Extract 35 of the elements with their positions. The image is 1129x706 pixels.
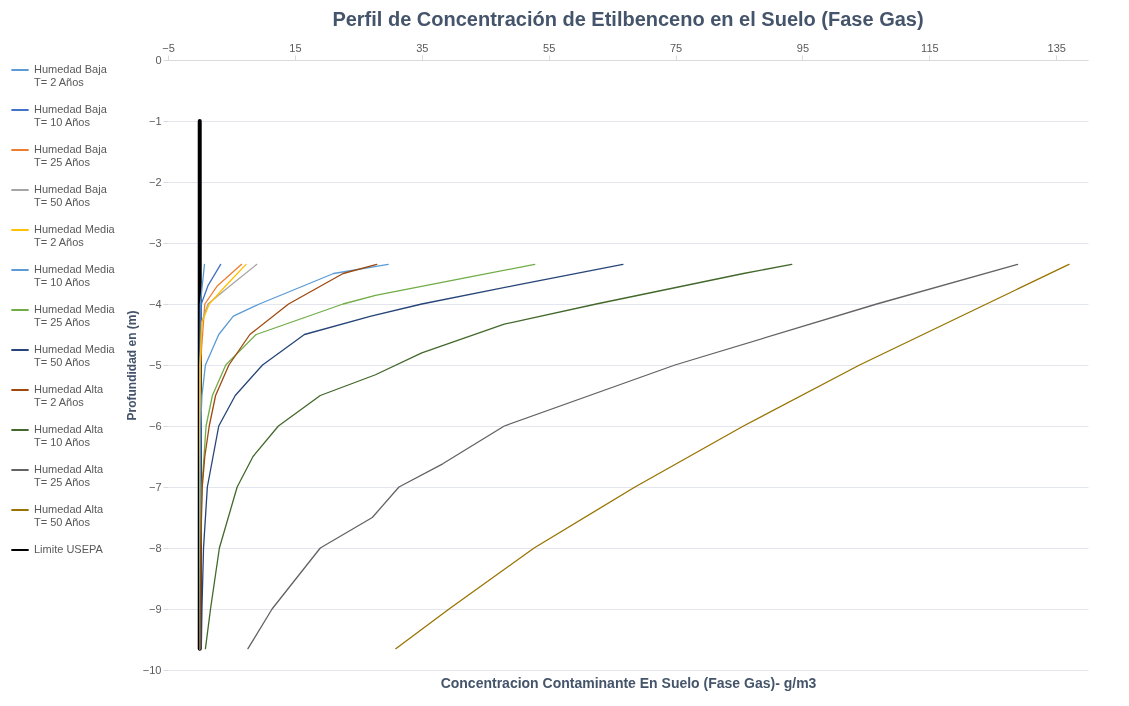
y-axis-title: Profundidad en (m) (124, 310, 139, 421)
x-tick-label: 115 (921, 41, 939, 54)
y-tick-label: −7 (148, 480, 162, 493)
x-tick-label: 135 (1047, 41, 1066, 54)
legend-label: Humedad Baja T= 50 Años (34, 183, 108, 208)
x-tick-label: −5 (162, 41, 175, 54)
x-axis-title: Concentracion Contaminante En Suelo (Fase Gas)- g/m3 (440, 674, 817, 691)
y-tick-label: −4 (148, 297, 162, 310)
x-tick-label: 55 (543, 41, 556, 54)
legend-label: Humedad Baja T= 2 Años (34, 63, 108, 88)
legend-label: Humedad Alta T= 50 Años (34, 503, 104, 528)
y-tick-label: −1 (148, 114, 162, 127)
x-tick-label: 15 (289, 41, 302, 54)
y-tick-label: −9 (148, 602, 162, 615)
legend-label: Humedad Baja T= 25 Años (34, 143, 108, 168)
legend-label: Humedad Alta T= 2 Años (34, 383, 104, 408)
y-tick-label: −3 (148, 236, 162, 249)
legend-label: Humedad Media T= 50 Años (34, 343, 116, 368)
legend-label: Humedad Media T= 2 Años (34, 223, 116, 248)
legend-label: Humedad Alta T= 25 Años (34, 463, 104, 488)
x-tick-label: 35 (416, 41, 429, 54)
y-tick-label: −6 (148, 419, 162, 432)
legend-label: Humedad Media T= 10 Años (34, 263, 116, 288)
x-tick-label: 95 (796, 41, 810, 54)
x-tick-label: 75 (669, 41, 683, 54)
y-tick-label: −5 (148, 358, 162, 371)
y-tick-label: −2 (148, 175, 162, 188)
y-tick-label: −10 (142, 663, 162, 676)
legend-label: Humedad Alta T= 10 Años (34, 423, 104, 448)
legend-label: Limite USEPA (34, 543, 104, 555)
chart-title: Perfil de Concentración de Etilbenceno en el Suelo (Fase Gas) (332, 8, 924, 30)
y-tick-label: 0 (155, 53, 162, 66)
y-tick-label: −8 (148, 541, 162, 554)
legend-label: Humedad Baja T= 10 Años (34, 103, 108, 128)
legend-label: Humedad Media T= 25 Años (34, 303, 116, 328)
